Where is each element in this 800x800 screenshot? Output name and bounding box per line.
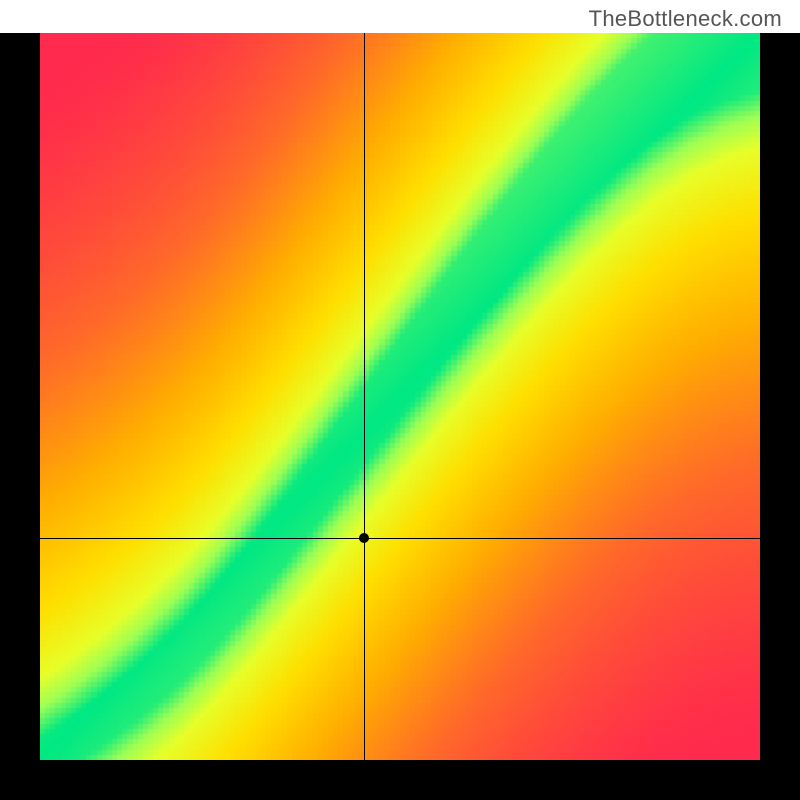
frame-left xyxy=(0,33,40,800)
crosshair-horizontal xyxy=(40,538,760,539)
watermark-text: TheBottleneck.com xyxy=(589,6,782,32)
heatmap-plot xyxy=(40,33,760,760)
heatmap-canvas xyxy=(40,33,760,760)
crosshair-vertical xyxy=(364,33,365,760)
frame-right xyxy=(760,33,800,800)
crosshair-marker xyxy=(359,533,369,543)
figure-container: TheBottleneck.com xyxy=(0,0,800,800)
frame-bottom xyxy=(40,760,760,800)
